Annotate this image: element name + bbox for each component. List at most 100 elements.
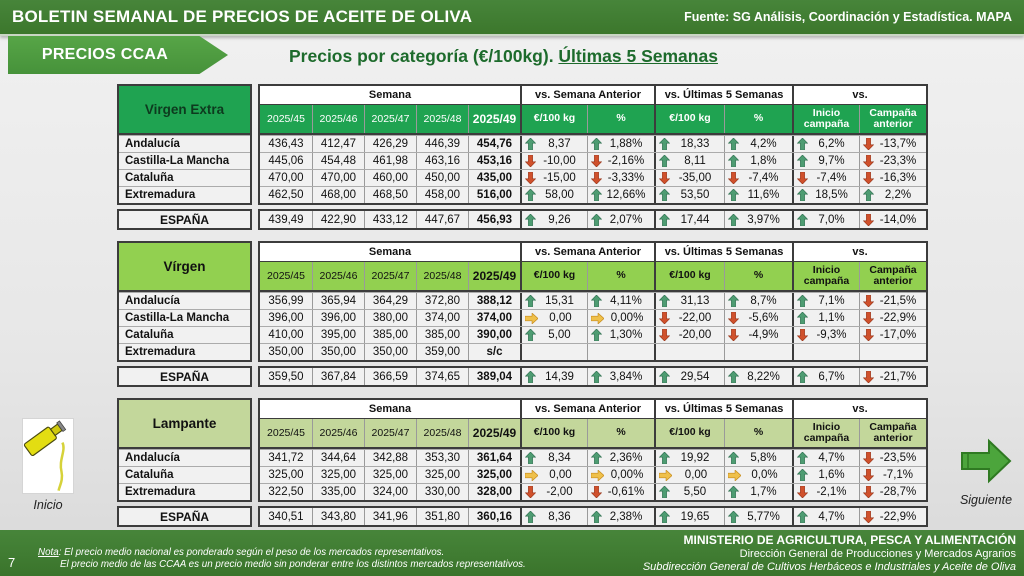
table-row: 341,72 344,64 342,88 353,30 361,64 8,34 2,36% 1… xyxy=(260,449,926,466)
eur-header-cell: €/100 kg xyxy=(654,419,724,447)
week-value-cell: 325,00 xyxy=(364,467,416,483)
change-cell: 14,39 xyxy=(520,368,587,385)
down-arrow-icon xyxy=(728,329,739,341)
down-arrow-icon xyxy=(863,510,874,523)
down-arrow-icon xyxy=(863,172,874,184)
vs-group-header: vs. xyxy=(792,243,926,261)
week-header-cell: 2025/49 xyxy=(468,105,520,133)
note-line1: : El precio medio nacional es ponderado … xyxy=(58,547,445,558)
down-arrow-icon xyxy=(797,172,808,184)
table-row: 340,51 343,80 341,96 351,80 360,16 8,36 2,38% 1… xyxy=(260,508,926,525)
data-column: Semana vs. Semana Anterior vs. Últimas 5… xyxy=(258,398,928,527)
week-value-cell: 341,72 xyxy=(268,452,304,464)
week-value-cell: 340,51 xyxy=(268,510,304,523)
change-cell: -16,3% xyxy=(859,170,926,186)
banner-label: PRECIOS CCAA xyxy=(41,46,169,63)
change-cell: -14,0% xyxy=(859,211,926,228)
top-bar: BOLETIN SEMANAL DE PRECIOS DE ACEITE DE … xyxy=(0,0,1024,36)
up-arrow-icon xyxy=(728,370,739,383)
eur-header-cell: €/100 kg xyxy=(520,262,587,290)
up-arrow-icon xyxy=(525,189,536,201)
week-value-cell: 380,00 xyxy=(364,310,416,326)
siguiente-arrow-icon[interactable] xyxy=(960,438,1012,484)
week-value-cell: 353,30 xyxy=(416,450,468,466)
week-value-cell: 366,59 xyxy=(364,368,416,385)
espana-label: ESPAÑA xyxy=(117,209,252,230)
label-column: Vírgen Andalucía Castilla-La Mancha Cataluñ… xyxy=(117,241,252,387)
pct-header-cell: % xyxy=(724,419,792,447)
region-label: Extremadura xyxy=(119,483,250,500)
change-cell: 7,1% xyxy=(792,293,859,309)
right-arrow-icon xyxy=(591,469,604,481)
week-value-cell: 454,76 xyxy=(468,136,520,152)
region-label: Cataluña xyxy=(119,326,250,343)
table-row: 445,06 454,48 461,98 463,16 453,16 -10,00 -2,1… xyxy=(260,152,926,169)
week-value-cell: 396,00 xyxy=(312,310,364,326)
week-value-cell: 350,00 xyxy=(364,344,416,360)
week-header-cell: 2025/45 xyxy=(267,427,305,439)
vs-week-group-header: vs. Semana Anterior xyxy=(520,243,654,261)
week-value-cell: 445,06 xyxy=(268,155,304,167)
table-row: 359,50 367,84 366,59 374,65 389,04 14,39 3,84%… xyxy=(260,368,926,385)
week-header-row: 2025/45 2025/46 2025/47 2025/48 2025/49 €/100… xyxy=(260,419,926,449)
table-row: 325,00 325,00 325,00 325,00 325,00 0,00 0,00% 0… xyxy=(260,466,926,483)
change-cell: 5,50 xyxy=(654,484,724,500)
week-value-cell: 361,64 xyxy=(468,450,520,466)
region-label: Andalucía xyxy=(119,292,250,309)
right-arrow-icon xyxy=(728,469,741,481)
change-cell: 6,7% xyxy=(792,368,859,385)
up-arrow-icon xyxy=(728,452,739,464)
week-header-cell: 2025/48 xyxy=(416,419,468,447)
week-value-cell: 422,90 xyxy=(312,211,364,228)
table-row: 350,00 350,00 350,00 359,00 s/c xyxy=(260,343,926,360)
change-cell: 17,44 xyxy=(654,211,724,228)
vs-group-header: vs. xyxy=(792,400,926,418)
change-cell: 1,6% xyxy=(792,467,859,483)
up-arrow-icon xyxy=(797,138,808,150)
week-header-cell: 2025/49 xyxy=(468,262,520,290)
change-cell: 1,88% xyxy=(587,136,654,152)
change-cell xyxy=(587,344,654,360)
change-cell: 0,00% xyxy=(587,467,654,483)
change-cell: -7,4% xyxy=(724,170,792,186)
pct-header-cell: % xyxy=(587,419,654,447)
week-value-cell: 374,65 xyxy=(416,368,468,385)
right-arrow-icon xyxy=(525,312,538,324)
vs-week-group-header: vs. Semana Anterior xyxy=(520,400,654,418)
table-row: 396,00 396,00 380,00 374,00 374,00 0,00 0,00% -… xyxy=(260,309,926,326)
down-arrow-icon xyxy=(863,486,874,498)
change-cell: 29,54 xyxy=(654,368,724,385)
week-value-cell: 450,00 xyxy=(416,170,468,186)
up-arrow-icon xyxy=(797,452,808,464)
up-arrow-icon xyxy=(728,189,739,201)
week-value-cell: 468,50 xyxy=(364,187,416,203)
ministry-name: MINISTERIO DE AGRICULTURA, PESCA Y ALIME… xyxy=(683,533,1016,547)
down-arrow-icon xyxy=(863,138,874,150)
up-arrow-icon xyxy=(797,213,808,226)
region-label: Andalucía xyxy=(119,449,250,466)
inicio-campana-header-cell: Inicio campaña xyxy=(792,105,859,133)
week-value-cell: 461,98 xyxy=(364,153,416,169)
change-cell: 6,2% xyxy=(792,136,859,152)
week-header-row: 2025/45 2025/46 2025/47 2025/48 2025/49 €/100… xyxy=(260,105,926,135)
week-value-cell: 456,93 xyxy=(468,211,520,228)
down-arrow-icon xyxy=(863,213,874,226)
change-cell: 0,00% xyxy=(587,310,654,326)
change-cell: -10,00 xyxy=(520,153,587,169)
table-row: 470,00 470,00 460,00 450,00 435,00 -15,00 -3,3… xyxy=(260,169,926,186)
inicio-button[interactable] xyxy=(22,418,74,494)
up-arrow-icon xyxy=(659,155,670,167)
week-value-cell: 395,00 xyxy=(312,327,364,343)
change-cell: -5,6% xyxy=(724,310,792,326)
up-arrow-icon xyxy=(525,329,536,341)
week-header-row: 2025/45 2025/46 2025/47 2025/48 2025/49 €/100… xyxy=(260,262,926,292)
week-value-cell: 463,16 xyxy=(416,153,468,169)
siguiente-label: Siguiente xyxy=(959,493,1013,507)
precios-ccaa-banner: PRECIOS CCAA xyxy=(8,36,228,74)
price-tables: Virgen Extra Andalucía Castilla-La Mancha C… xyxy=(117,84,928,538)
week-value-cell: 390,00 xyxy=(468,327,520,343)
up-arrow-icon xyxy=(659,452,670,464)
region-label: Extremadura xyxy=(119,343,250,360)
change-cell: 53,50 xyxy=(654,187,724,203)
week-header-cell: 2025/47 xyxy=(364,419,416,447)
